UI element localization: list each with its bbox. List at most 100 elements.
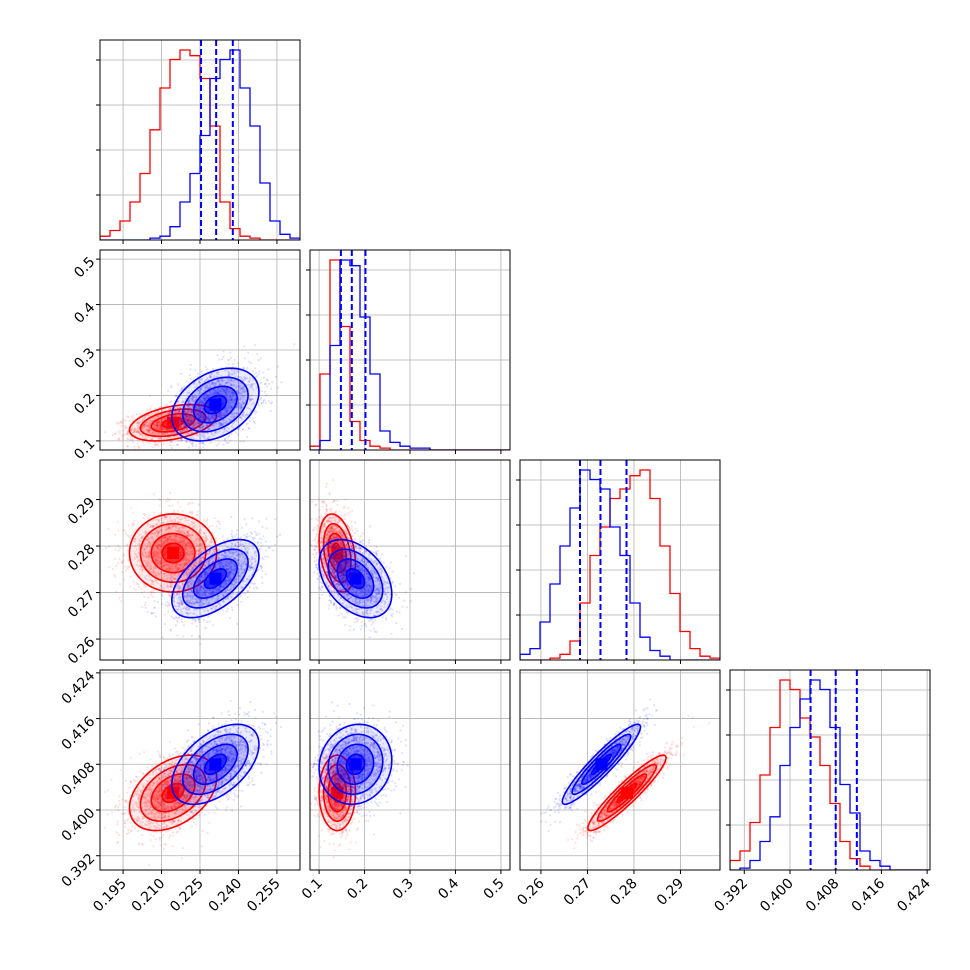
scatter-point	[147, 596, 150, 599]
scatter-point	[187, 404, 190, 407]
scatter-point	[217, 358, 221, 361]
scatter-point	[202, 413, 205, 417]
scatter-point	[191, 540, 195, 543]
scatter-point	[232, 413, 235, 416]
scatter-point	[237, 401, 240, 405]
scatter-point	[260, 402, 263, 406]
scatter-point	[237, 404, 240, 407]
scatter-point	[229, 379, 232, 382]
scatter-point	[155, 423, 158, 427]
scatter-point	[198, 416, 201, 419]
scatter-point	[148, 420, 152, 423]
scatter-point	[170, 446, 174, 450]
scatter-point	[136, 442, 139, 445]
scatter-point	[140, 587, 143, 590]
scatter-point	[258, 404, 261, 407]
scatter-point	[243, 518, 246, 521]
scatter-point	[111, 434, 114, 437]
scatter-point	[197, 420, 200, 424]
scatter-point	[203, 396, 207, 399]
scatter-point	[203, 539, 206, 542]
scatter-point	[191, 431, 194, 434]
scatter-point	[176, 394, 179, 397]
scatter-point	[153, 423, 156, 426]
scatter-point	[126, 430, 130, 434]
scatter-point	[197, 427, 200, 430]
scatter-point	[242, 413, 245, 416]
scatter-point	[183, 410, 186, 413]
scatter-point	[190, 430, 193, 433]
scatter-point	[219, 413, 222, 416]
scatter-point	[196, 403, 199, 407]
scatter-point	[232, 401, 235, 404]
scatter-point	[141, 434, 144, 437]
scatter-point	[212, 393, 215, 396]
scatter-point	[148, 422, 151, 425]
scatter-point	[119, 583, 122, 586]
scatter-point	[165, 499, 168, 503]
scatter-point	[220, 413, 223, 417]
scatter-point	[196, 416, 199, 419]
scatter-point	[276, 365, 280, 368]
scatter-point	[191, 397, 194, 400]
scatter-point	[230, 392, 233, 395]
scatter-point	[187, 391, 191, 394]
scatter-point	[229, 383, 233, 387]
scatter-point	[224, 391, 227, 394]
scatter-point	[191, 442, 195, 445]
scatter-point	[195, 395, 198, 398]
scatter-point	[269, 409, 272, 413]
scatter-point	[163, 432, 166, 435]
scatter-point	[228, 562, 231, 565]
scatter-point	[229, 398, 233, 401]
scatter-point	[155, 421, 158, 425]
scatter-point	[233, 359, 236, 362]
scatter-point	[205, 378, 208, 382]
scatter-point	[213, 384, 216, 387]
scatter-point	[226, 409, 229, 412]
scatter-point	[148, 452, 150, 454]
scatter-point	[102, 451, 104, 453]
scatter-point	[234, 397, 237, 400]
scatter-point	[204, 397, 207, 401]
scatter-point	[177, 400, 180, 403]
scatter-point	[242, 394, 245, 398]
scatter-point	[216, 392, 219, 395]
scatter-point	[200, 377, 203, 380]
scatter-point	[227, 400, 230, 403]
scatter-point	[160, 559, 163, 563]
scatter-point	[201, 400, 204, 403]
scatter-point	[187, 403, 190, 406]
scatter-point	[135, 412, 139, 416]
scatter-point	[214, 388, 217, 392]
scatter-point	[142, 425, 145, 428]
scatter-point	[117, 549, 120, 552]
scatter-point	[126, 544, 129, 547]
scatter-point	[192, 395, 195, 398]
scatter-point	[201, 424, 204, 427]
scatter-point	[188, 408, 191, 411]
scatter-point	[170, 432, 173, 435]
scatter-point	[107, 566, 111, 569]
scatter-point	[195, 407, 198, 410]
scatter-point	[159, 436, 162, 440]
scatter-point	[160, 557, 163, 560]
scatter-point	[150, 541, 153, 544]
scatter-point	[147, 551, 150, 555]
scatter-point	[265, 378, 268, 381]
scatter-point	[123, 578, 126, 581]
scatter-point	[222, 350, 225, 353]
scatter-point	[132, 431, 135, 434]
scatter-point	[194, 421, 197, 424]
scatter-point	[199, 422, 202, 425]
scatter-point	[243, 415, 246, 418]
scatter-point	[175, 563, 178, 567]
scatter-point	[206, 417, 209, 420]
scatter-point	[201, 546, 204, 550]
scatter-point	[199, 415, 202, 418]
scatter-point	[209, 375, 212, 378]
scatter-point	[193, 424, 196, 427]
scatter-point	[135, 431, 139, 434]
scatter-point	[198, 548, 201, 551]
scatter-point	[200, 550, 203, 553]
